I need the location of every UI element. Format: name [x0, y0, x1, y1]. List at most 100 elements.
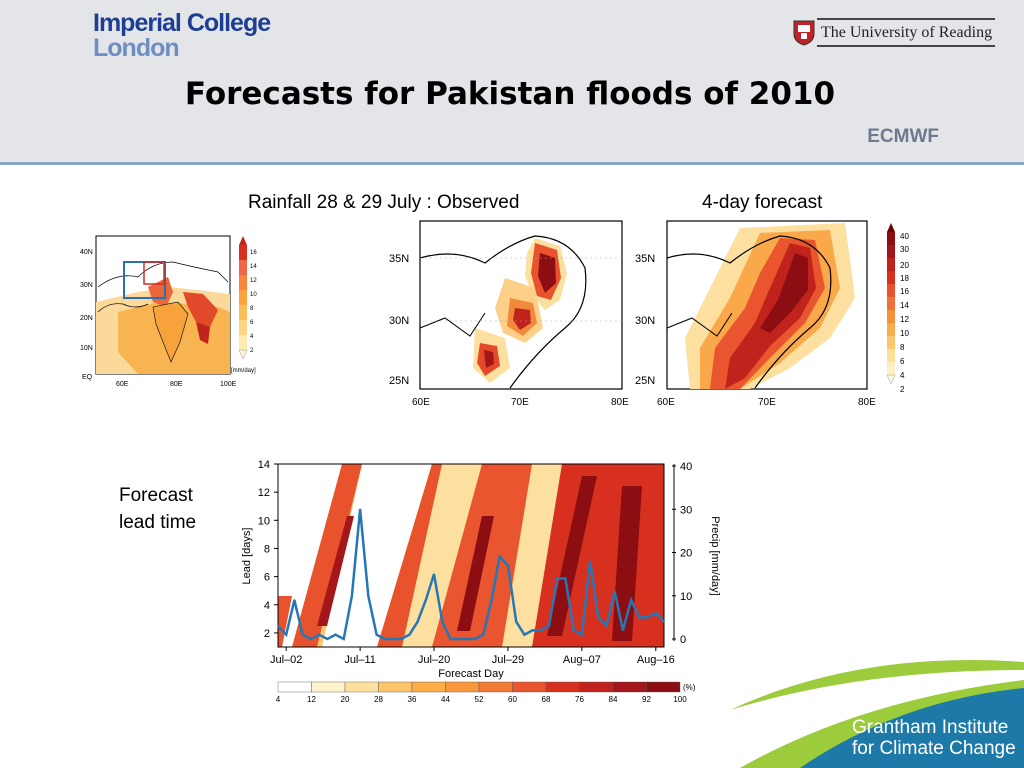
- slide-title: Forecasts for Pakistan floods of 2010: [0, 76, 1024, 112]
- colorbar-cell: [378, 681, 413, 693]
- precip-point: [531, 629, 534, 632]
- precip-point: [392, 638, 394, 640]
- precip-point: [597, 616, 600, 619]
- lat-label: EQ: [82, 374, 93, 381]
- observed-rain-field: [473, 238, 567, 383]
- imperial-college-logo: Imperial College London: [93, 9, 271, 61]
- observed-rainfall-map: 35N 30N 25N 60E 70E 80E: [389, 220, 629, 408]
- precip-point: [589, 560, 591, 562]
- precip-point: [622, 629, 624, 632]
- colorbar-tick: 2: [250, 348, 254, 354]
- precip-point: [515, 620, 517, 623]
- precip-point: [441, 620, 444, 623]
- colorbar-tick: 8: [250, 306, 254, 312]
- colorbar-cell: [478, 681, 513, 693]
- lat-label: 10N: [80, 345, 93, 352]
- colorbar-cell: [277, 681, 312, 693]
- precip-point: [400, 638, 402, 640]
- forecast-caption: 4-day forecast: [702, 192, 823, 213]
- overview-colorbar: 16 14 12 10 8 6 4 2 [mm/day]: [231, 236, 257, 374]
- precip-point: [433, 573, 435, 575]
- colorbar-tick: 6: [250, 320, 254, 326]
- precip-point: [318, 633, 320, 636]
- y2-tick-label: 0: [680, 634, 686, 646]
- india-outline: [152, 301, 189, 363]
- lat-label: 25N: [389, 375, 409, 387]
- colorbar-tick: 28: [374, 695, 383, 704]
- precip-point: [293, 599, 296, 601]
- colorbar-tick: 68: [542, 695, 551, 704]
- border-line: [666, 312, 733, 337]
- colorbar-cell: [311, 681, 346, 693]
- precip-point: [466, 638, 468, 640]
- precip-point: [416, 620, 419, 623]
- precip-point: [630, 599, 632, 601]
- border-line: [419, 235, 587, 389]
- lon-label: 100E: [220, 381, 237, 388]
- precip-point: [498, 556, 501, 558]
- lat-label: 40N: [80, 249, 93, 256]
- lon-label: 70E: [511, 397, 529, 408]
- x-tick-label: Jul–29: [492, 654, 524, 666]
- colorbar-tick: 10: [250, 292, 257, 298]
- region-box-inner: [143, 261, 165, 285]
- lon-label: 80E: [858, 397, 876, 408]
- x-tick-label: Jul–11: [344, 654, 376, 666]
- y-tick-label: 2: [264, 628, 270, 640]
- x-tick-label: Jul–02: [270, 654, 302, 666]
- y-axis-label: Lead [days]: [241, 528, 253, 585]
- precip-point: [490, 599, 493, 601]
- precip-series-line: [277, 509, 665, 641]
- precip-point: [540, 629, 542, 632]
- colorbar-tick: 12: [307, 695, 316, 704]
- precip-point: [474, 638, 476, 640]
- precip-point: [367, 594, 370, 597]
- precip-point: [638, 616, 641, 619]
- grantham-line1: Grantham Institute: [852, 717, 1009, 738]
- colorbar-tick: 10: [900, 329, 909, 338]
- precip-point: [572, 629, 575, 632]
- precip-point: [482, 633, 485, 636]
- probability-colorbar: 4 12 20 28 36 44 52 60 68 76 84 92 100 (%): [276, 681, 696, 704]
- lon-label: 80E: [611, 397, 629, 408]
- y-axis: 14 12 10 8 6 4 2: [258, 459, 278, 640]
- precip-point: [581, 633, 583, 636]
- precip-point: [285, 633, 288, 636]
- imperial-logo-line1: Imperial College: [93, 9, 271, 37]
- coastline: [97, 303, 149, 313]
- colorbar-tick: 12: [250, 278, 257, 284]
- lat-label: 20N: [80, 315, 93, 322]
- forecast-rain-field: [685, 223, 855, 389]
- lead-time-caption-line2: lead time: [119, 512, 197, 533]
- forecast-rainfall-map: 35N 30N 25N 60E 70E 80E 40 30 20 18 16 1…: [635, 220, 909, 408]
- y2-tick-label: 10: [680, 591, 692, 603]
- precip-point: [408, 633, 411, 636]
- lat-label: 30N: [635, 315, 655, 327]
- colorbar-tick: 14: [900, 301, 909, 310]
- colorbar-tick: 20: [341, 695, 350, 704]
- precip-point: [425, 599, 427, 601]
- colorbar-cell: [646, 681, 681, 693]
- slide-title-text: Forecasts for Pakistan floods of 2010: [184, 76, 836, 112]
- colorbar-tick: 4: [276, 695, 281, 704]
- chart-frame: [277, 463, 665, 648]
- y2-tick-label: 40: [680, 461, 692, 473]
- precip-series-points: [277, 508, 665, 640]
- colorbar-unit: [mm/day]: [231, 368, 256, 374]
- colorbar-cell: [445, 681, 480, 693]
- precip-point: [351, 594, 353, 597]
- precip-point: [613, 590, 616, 593]
- colorbar-tick: 6: [900, 357, 905, 366]
- source-label: ECMWF: [867, 126, 939, 147]
- y2-axis-label: Precip [mm/day]: [709, 516, 721, 595]
- x-tick-label: Aug–07: [563, 654, 601, 666]
- y-tick-label: 4: [264, 600, 270, 612]
- colorbar-tick: 20: [900, 261, 909, 270]
- precip-point: [301, 633, 304, 636]
- probability-heatmap: [278, 464, 664, 647]
- footer-swoosh: [730, 660, 1024, 768]
- rain-field: [183, 292, 218, 327]
- lon-label: 60E: [412, 397, 430, 408]
- border-line: [419, 312, 486, 337]
